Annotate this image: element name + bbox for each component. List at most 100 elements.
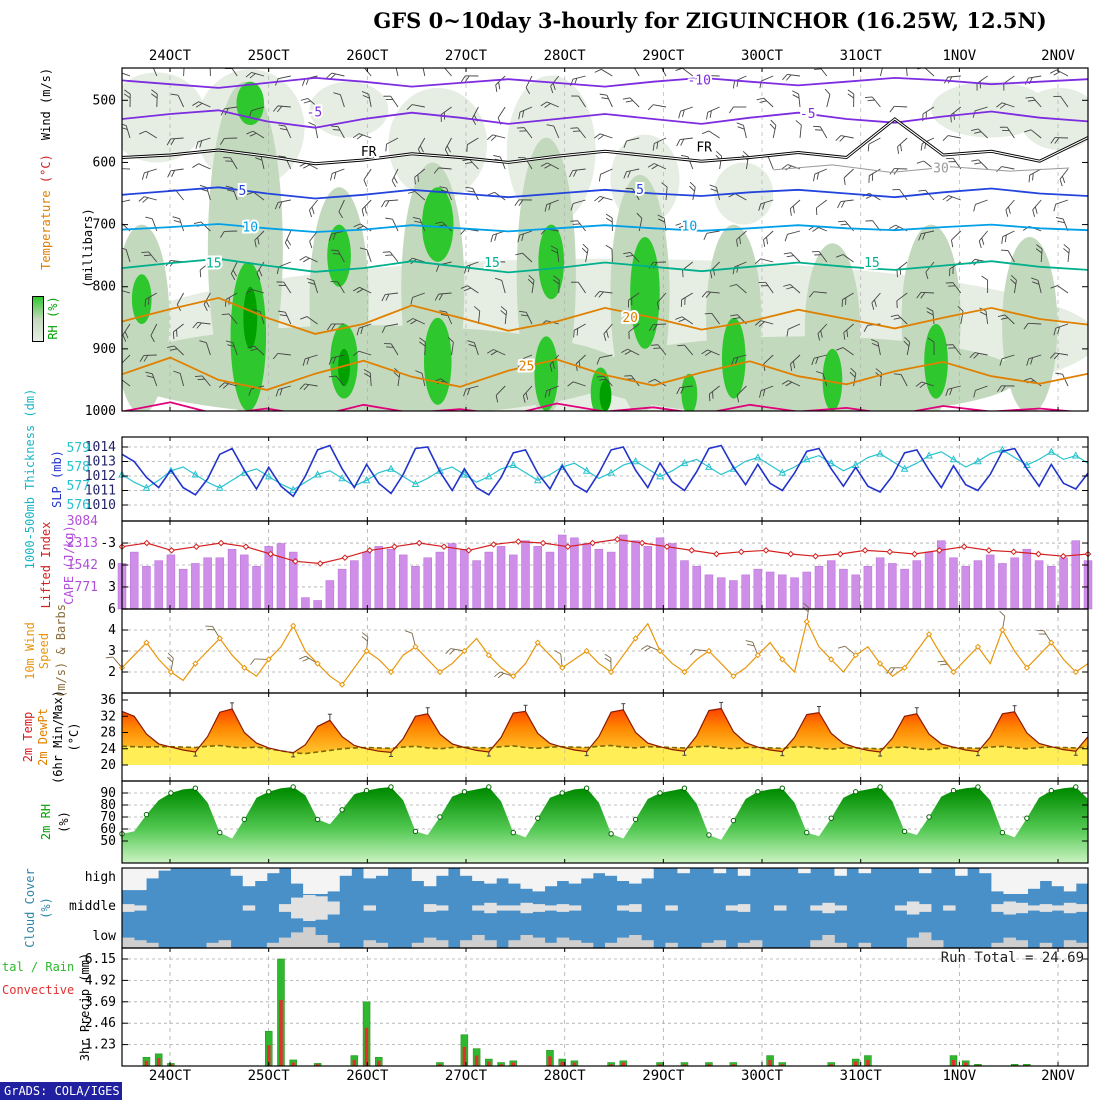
svg-text:-5: -5 bbox=[800, 107, 816, 122]
temperature-axis-label-text: Temperature bbox=[39, 190, 53, 270]
cross-section-panel: -10 -5 -5 FR FR 5 5 10 10 15 15 15 20 25 30 500 600 700 80… bbox=[85, 67, 1089, 419]
svg-text:0: 0 bbox=[108, 558, 116, 573]
svg-text:28: 28 bbox=[100, 726, 116, 741]
svg-text:3.69: 3.69 bbox=[85, 995, 116, 1010]
svg-text:29OCT: 29OCT bbox=[642, 48, 685, 64]
svg-text:25: 25 bbox=[519, 359, 535, 374]
svg-text:2NOV: 2NOV bbox=[1041, 1068, 1075, 1084]
svg-text:1011: 1011 bbox=[85, 484, 116, 499]
svg-text:50: 50 bbox=[100, 834, 116, 849]
svg-text:1012: 1012 bbox=[85, 469, 116, 484]
svg-text:6.15: 6.15 bbox=[85, 952, 116, 967]
svg-text:5: 5 bbox=[238, 184, 246, 199]
svg-text:24: 24 bbox=[100, 742, 116, 757]
svg-text:-3: -3 bbox=[100, 536, 116, 551]
svg-text:26OCT: 26OCT bbox=[346, 48, 389, 64]
cape-axis-label: CAPE (J/kg) bbox=[62, 525, 76, 605]
svg-text:2NOV: 2NOV bbox=[1041, 48, 1075, 64]
svg-text:-10: -10 bbox=[687, 73, 710, 88]
svg-text:1.23: 1.23 bbox=[85, 1038, 116, 1053]
rh2m-axis-label: 2m RH bbox=[39, 803, 53, 841]
svg-text:27OCT: 27OCT bbox=[445, 1068, 488, 1084]
svg-text:600: 600 bbox=[93, 155, 116, 170]
wind10m-barbs-axis-label: (m/s) & Barbs bbox=[54, 604, 68, 698]
temperature-axis-unit: (°C) bbox=[39, 154, 53, 184]
temperature-axis-label: Temperature (°C) bbox=[39, 154, 53, 270]
svg-text:3084: 3084 bbox=[67, 514, 98, 529]
svg-text:5: 5 bbox=[636, 183, 644, 198]
svg-text:25OCT: 25OCT bbox=[248, 1068, 291, 1084]
svg-text:70: 70 bbox=[100, 810, 116, 825]
precip-panel: 6.15 4.92 3.69 2.46 1.23 bbox=[85, 947, 1089, 1067]
temp2m-axis-label: 2m Temp bbox=[21, 711, 35, 763]
svg-text:20: 20 bbox=[622, 311, 638, 326]
svg-text:700: 700 bbox=[93, 218, 116, 233]
svg-text:2: 2 bbox=[108, 665, 116, 680]
svg-text:3: 3 bbox=[108, 580, 116, 595]
svg-text:1014: 1014 bbox=[85, 440, 116, 455]
wind-axis-label: Wind (m/s) bbox=[39, 67, 53, 141]
precip-axis-label: 3hr Precip (mm) bbox=[78, 952, 92, 1062]
svg-text:32: 32 bbox=[100, 709, 116, 724]
thickness-axis-label: 1000-500mb Thickness (dm) bbox=[23, 388, 37, 570]
svg-text:-5: -5 bbox=[307, 106, 323, 121]
rh-axis-label: RH (%) bbox=[46, 296, 60, 340]
run-total: Run Total = 24.69 bbox=[940, 950, 1084, 966]
svg-text:500: 500 bbox=[93, 93, 116, 108]
svg-text:771: 771 bbox=[75, 580, 98, 595]
minmax-axis-label: (6hr Min/Max) bbox=[51, 690, 65, 784]
svg-text:24OCT: 24OCT bbox=[149, 1068, 192, 1084]
page-title: GFS 0~10day 3-hourly for ZIGUINCHOR (16.… bbox=[373, 8, 1047, 33]
rh-colorbar-legend bbox=[32, 296, 44, 342]
svg-text:31OCT: 31OCT bbox=[840, 1068, 883, 1084]
svg-text:1NOV: 1NOV bbox=[943, 48, 977, 64]
svg-text:1NOV: 1NOV bbox=[943, 1068, 977, 1084]
cloud-cover-unit-label: (%) bbox=[39, 897, 53, 919]
svg-text:high: high bbox=[85, 870, 116, 885]
svg-text:15: 15 bbox=[484, 256, 500, 271]
cloud-cover-panel: high middle low bbox=[69, 867, 1089, 949]
svg-text:20: 20 bbox=[100, 758, 116, 773]
svg-text:middle: middle bbox=[69, 899, 116, 914]
svg-text:15: 15 bbox=[206, 257, 222, 272]
svg-text:576: 576 bbox=[67, 498, 90, 513]
svg-text:90: 90 bbox=[100, 786, 116, 801]
svg-text:577: 577 bbox=[67, 479, 90, 494]
svg-text:1000: 1000 bbox=[85, 404, 116, 419]
cloud-cover-axis-label: Cloud Cover bbox=[23, 868, 37, 948]
svg-text:2313: 2313 bbox=[67, 536, 98, 551]
svg-text:800: 800 bbox=[93, 280, 116, 295]
cape-li-panel: -3 0 3 6 3084 2313 1542 771 bbox=[67, 514, 1093, 617]
svg-text:578: 578 bbox=[67, 460, 90, 475]
svg-text:4: 4 bbox=[108, 623, 116, 638]
svg-text:FR: FR bbox=[696, 141, 712, 156]
wind10m-panel: 4 3 2 bbox=[105, 602, 1089, 694]
svg-text:26OCT: 26OCT bbox=[346, 1068, 389, 1084]
svg-text:15: 15 bbox=[864, 256, 880, 271]
svg-text:29OCT: 29OCT bbox=[642, 1068, 685, 1084]
svg-text:579: 579 bbox=[67, 441, 90, 456]
svg-text:900: 900 bbox=[93, 342, 116, 357]
wind10m-speed-axis-label: Speed bbox=[37, 632, 51, 670]
svg-text:28OCT: 28OCT bbox=[544, 1068, 587, 1084]
svg-text:6: 6 bbox=[108, 602, 116, 617]
svg-text:1542: 1542 bbox=[67, 558, 98, 573]
svg-text:27OCT: 27OCT bbox=[445, 48, 488, 64]
svg-text:10: 10 bbox=[682, 219, 698, 234]
total-rain-legend: tal / Rain bbox=[2, 960, 75, 974]
svg-text:1010: 1010 bbox=[85, 498, 116, 513]
grads-credit: GrADS: COLA/IGES bbox=[0, 1082, 122, 1100]
rh2m-unit-label: (%) bbox=[57, 811, 71, 833]
svg-text:60: 60 bbox=[100, 822, 116, 837]
svg-text:3: 3 bbox=[108, 644, 116, 659]
millibars-axis-label: (millibars) bbox=[81, 208, 95, 288]
svg-text:10: 10 bbox=[242, 221, 258, 236]
svg-text:25OCT: 25OCT bbox=[248, 48, 291, 64]
convective-legend: Convective bbox=[2, 983, 75, 997]
svg-text:4.92: 4.92 bbox=[85, 973, 116, 988]
dewpt2m-axis-label: 2m DewPt bbox=[36, 708, 50, 766]
